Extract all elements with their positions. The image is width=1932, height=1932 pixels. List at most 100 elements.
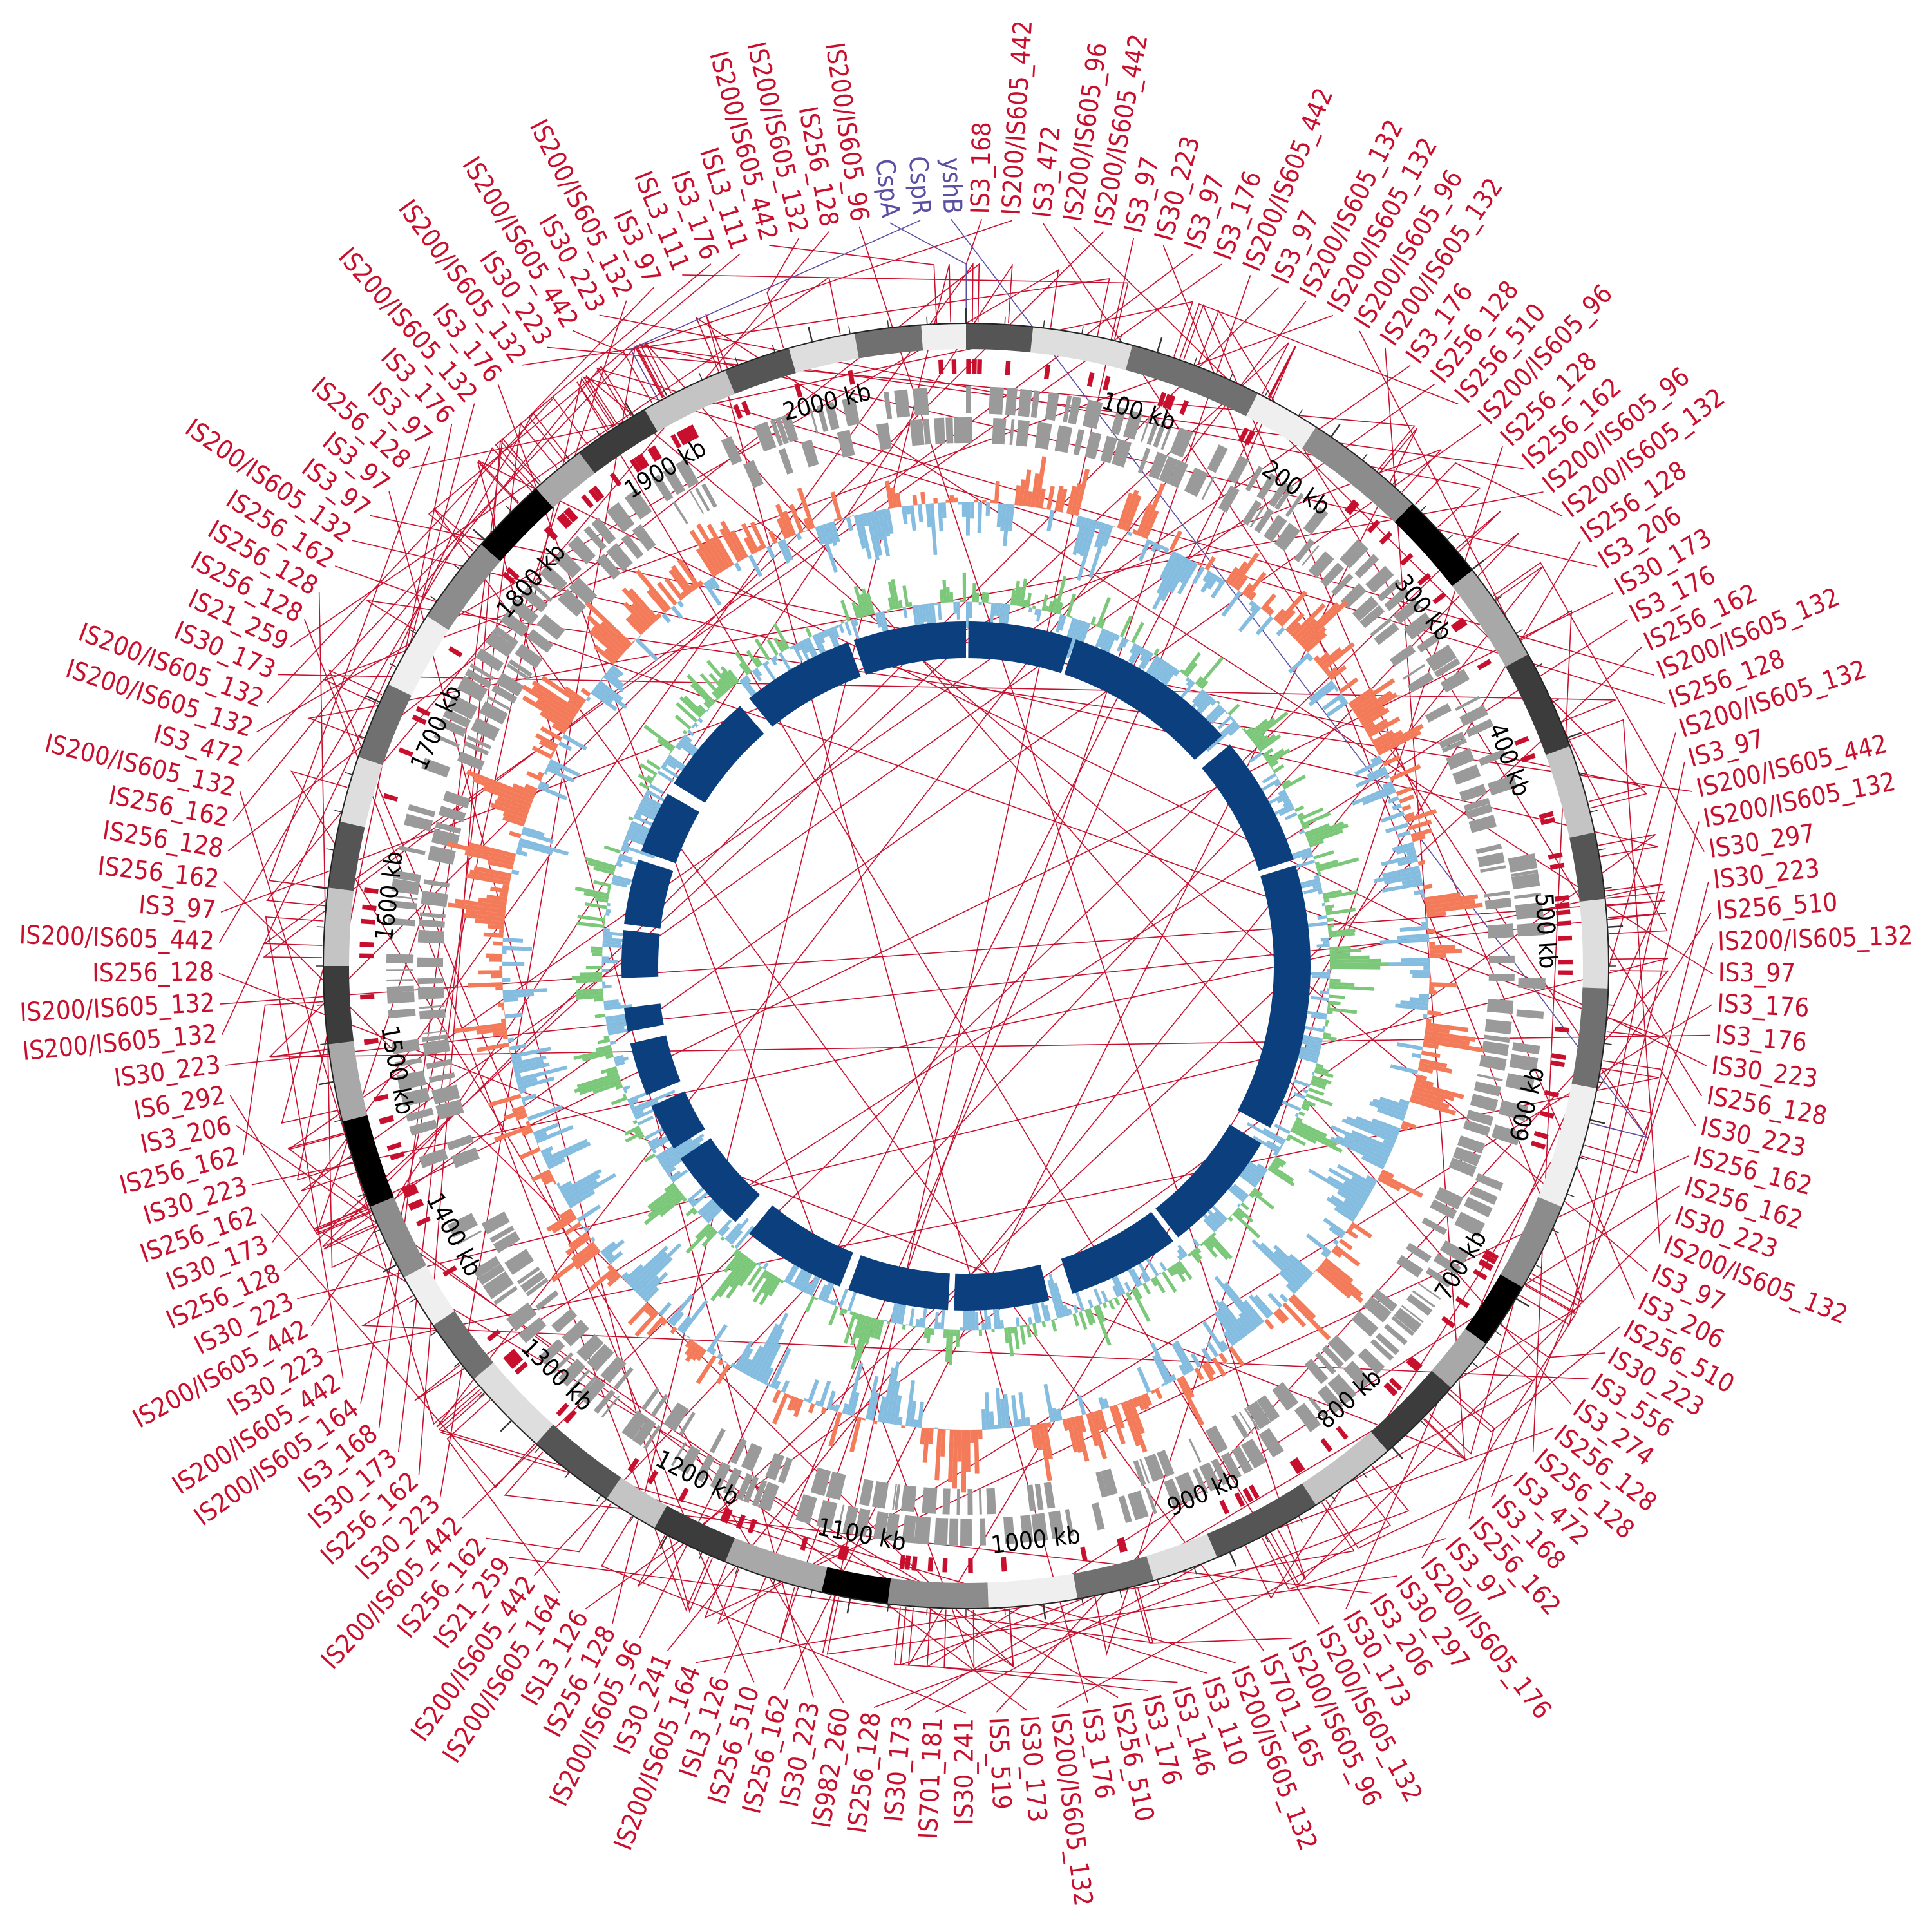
gc-content-bin [607,886,611,891]
gc-skew-bin [1362,788,1397,806]
gene-feature [1463,797,1490,811]
tick [430,596,438,601]
gc-skew-bin [1291,1294,1316,1320]
gc-skew-bin [1132,1397,1140,1408]
gc-skew-bin [511,1105,526,1113]
gc-skew-bin [1046,1421,1052,1428]
gene-feature [621,1410,649,1440]
gc-skew-bin [594,645,616,665]
gc-skew-bin [551,750,555,756]
ring-block [480,488,553,562]
gc-skew-bin [748,554,763,578]
gc-skew-bin [1204,556,1216,571]
gc-content-bin [1281,779,1291,787]
gene-feature [408,804,436,817]
tick [1579,1157,1587,1160]
gene-feature [967,1488,973,1515]
gc-skew-bin [495,986,503,991]
ring-block [1125,345,1258,417]
gene-feature [1454,1211,1486,1237]
gene-feature [934,1517,949,1546]
is-marker [1086,372,1095,387]
gc-skew-bin [807,1379,819,1404]
gc-content-bin [943,1329,947,1338]
gc-skew-bin [635,569,672,611]
gc-skew-bin [1323,668,1331,674]
gc-skew-bin [1225,566,1239,584]
gc-content-bin [1131,1289,1151,1323]
gc-skew-bin [928,1428,934,1444]
gc-skew-bin [668,569,690,596]
gene-feature [428,845,456,865]
gc-skew-bin [1042,1423,1053,1460]
gc-skew-bin [535,1125,574,1144]
gc-skew-bin [1328,1168,1372,1195]
gc-content-bin [1028,607,1033,613]
gene-feature [1020,1515,1034,1543]
gene-feature [1470,1094,1499,1112]
gene-feature [1160,423,1173,450]
gc-skew-bin [748,1323,779,1378]
inner-ring-segment [1238,865,1311,1128]
gene-feature [1498,1100,1529,1121]
is-marker [1417,573,1432,586]
gc-skew-bin [1062,512,1066,514]
gc-skew-bin [516,1077,538,1086]
gc-skew-bin [1379,1173,1423,1198]
gc-content-bin [887,581,897,610]
gc-content-bin [1305,1045,1321,1052]
gc-skew-bin [1419,994,1430,999]
gene-feature [1192,1468,1209,1495]
gc-skew-bin [684,1341,697,1356]
gene-feature [421,757,451,778]
ring-block [473,1362,553,1444]
gc-skew-bin [1038,488,1046,509]
gene-feature [569,577,598,605]
tick [735,357,739,366]
label-connector [601,1516,966,1714]
gc-content-bin [1173,669,1180,677]
gene-feature [601,1395,620,1418]
gc-skew-bin [1127,531,1133,536]
gene-feature [386,985,414,992]
gc-skew-bin [638,635,641,639]
gc-skew-bin [826,1390,836,1410]
gc-skew-bin [752,1312,789,1379]
gc-content-bin [902,585,909,607]
gc-content-bin [1314,875,1320,879]
gc-skew-bin [490,886,509,894]
gc-content-bin [605,909,611,913]
gc-content-bin [803,638,817,661]
gc-content-bin [875,612,882,628]
gc-skew-bin [938,502,943,532]
gc-skew-bin [1401,1121,1417,1130]
gc-content-bin [770,657,777,666]
gc-skew-bin [791,1397,800,1412]
gc-content-bin [780,1279,784,1284]
gc-skew-bin [621,587,656,625]
gc-content-bin [902,1324,906,1331]
gene-feature [777,1457,793,1484]
is-marker [1432,592,1447,605]
gc-content-bin [975,1312,979,1331]
is-marker [1441,1316,1456,1329]
gc-content-bin [639,782,650,790]
gc-skew-bin [556,1182,561,1188]
gene-feature [1231,1414,1249,1439]
gc-skew-bin [465,909,506,918]
label-connector [1262,1537,1446,1590]
gene-feature [671,1441,687,1466]
gc-content-bin [616,859,622,864]
gene-feature [754,421,777,452]
gc-content-bin [1246,1122,1285,1146]
gc-content-bin [948,1329,954,1365]
inner-ring-segment [621,930,660,978]
gc-skew-bin [1276,1307,1289,1321]
gc-content-bin [1294,805,1305,813]
gc-content-bin [1004,604,1010,630]
gene-feature [1256,473,1278,500]
gc-skew-bin [448,902,506,914]
gc-skew-bin [1242,583,1253,596]
gc-content-bin [1311,1078,1327,1086]
gc-skew-bin [1412,1086,1455,1101]
